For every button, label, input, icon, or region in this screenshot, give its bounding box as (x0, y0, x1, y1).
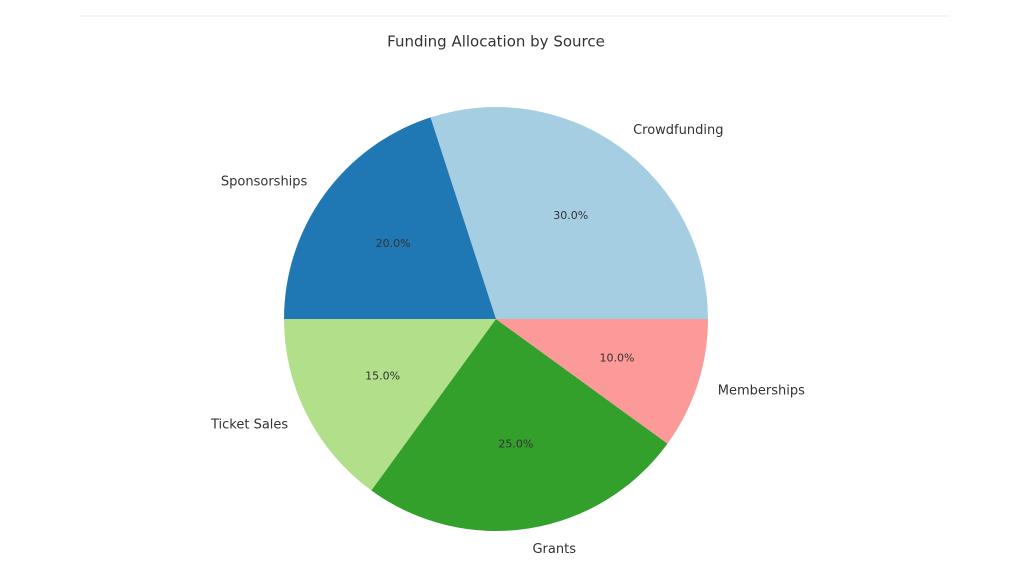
slice-label: Grants (532, 542, 576, 557)
chart-title: Funding Allocation by Source (387, 33, 605, 51)
pie-slice (284, 319, 496, 491)
slice-label: Ticket Sales (210, 417, 288, 432)
value-label: 10.0% (599, 351, 634, 364)
slice-label: Sponsorships (221, 174, 308, 189)
slice-label: Crowdfunding (633, 123, 723, 138)
pie-slice (430, 106, 708, 319)
value-label: 25.0% (498, 438, 533, 451)
pie-slice (284, 117, 496, 319)
pie-slice (496, 319, 708, 444)
value-label: 15.0% (365, 370, 400, 383)
pie-slice (371, 319, 668, 531)
value-label: 20.0% (376, 237, 411, 250)
slice-label: Memberships (718, 384, 805, 399)
value-label: 30.0% (553, 209, 588, 222)
